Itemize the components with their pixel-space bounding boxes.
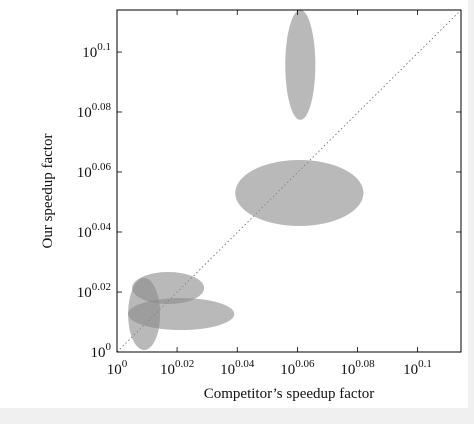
y-tick-label: 100.08	[77, 101, 112, 121]
x-tick-label: 100.08	[340, 358, 375, 378]
y-axis-label: Our speedup factor	[40, 134, 56, 249]
plot-frame	[116, 9, 462, 353]
x-tick-label: 100.04	[220, 358, 255, 378]
y-tick-label: 100	[91, 341, 112, 361]
y-tick-label: 100.02	[77, 281, 111, 301]
y-tick-label: 100.04	[77, 221, 112, 241]
x-tick-label: 100.1	[403, 358, 432, 378]
x-axis-label: Competitor’s speedup factor	[204, 386, 375, 402]
x-tick-label: 100	[107, 358, 128, 378]
x-tick-label: 100.02	[160, 358, 194, 378]
x-tick-label: 100.06	[280, 358, 315, 378]
y-tick-label: 100.1	[82, 41, 111, 61]
ellipse	[128, 278, 161, 351]
y-tick-label: 100.06	[77, 161, 112, 181]
ellipse	[285, 10, 316, 120]
ellipse	[235, 159, 364, 227]
